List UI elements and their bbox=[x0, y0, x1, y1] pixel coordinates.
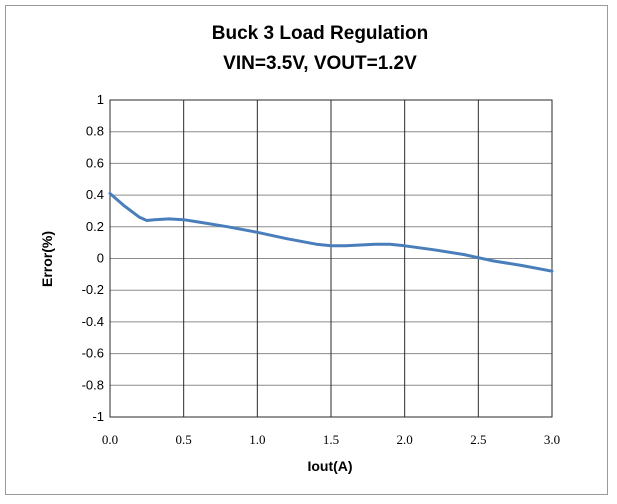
tick-labels: 1 0.8 0.6 0.4 0.2 0 -0.2 -0.4 -0.6 -0.8 -1 0.0 0.5 1.… bbox=[82, 92, 561, 447]
series-line bbox=[108, 192, 554, 273]
y-tick-label: 0 bbox=[97, 251, 104, 266]
y-axis-label: Error(%) bbox=[39, 231, 55, 287]
x-tick-label: 0.5 bbox=[176, 432, 192, 447]
y-tick-label: -0.8 bbox=[82, 377, 104, 392]
x-tick-label: 2.5 bbox=[470, 432, 486, 447]
y-tick-label: -0.4 bbox=[82, 314, 104, 329]
y-tick-label: -0.6 bbox=[82, 346, 104, 361]
y-tick-label: 0.2 bbox=[86, 219, 104, 234]
chart-title: Buck 3 Load Regulation bbox=[212, 23, 428, 44]
y-tick-label: 0.4 bbox=[86, 187, 104, 202]
chart-subtitle: VIN=3.5V, VOUT=1.2V bbox=[223, 53, 417, 74]
y-tick-label: 0.8 bbox=[86, 124, 104, 139]
x-axis-label: Iout(A) bbox=[307, 458, 352, 474]
x-tick-label: 3.0 bbox=[544, 432, 560, 447]
x-tick-label: 0.0 bbox=[102, 432, 118, 447]
y-tick-label: 0.6 bbox=[86, 155, 104, 170]
y-tick-label: -1 bbox=[92, 409, 104, 424]
x-tick-label: 1.0 bbox=[249, 432, 265, 447]
series-layer bbox=[108, 192, 554, 273]
y-tick-label: -0.2 bbox=[82, 282, 104, 297]
y-tick-label: 1 bbox=[97, 92, 104, 107]
plot-area-border bbox=[109, 99, 553, 418]
x-tick-label: 1.5 bbox=[323, 432, 339, 447]
chart-frame bbox=[5, 5, 608, 495]
x-tick-label: 2.0 bbox=[397, 432, 413, 447]
